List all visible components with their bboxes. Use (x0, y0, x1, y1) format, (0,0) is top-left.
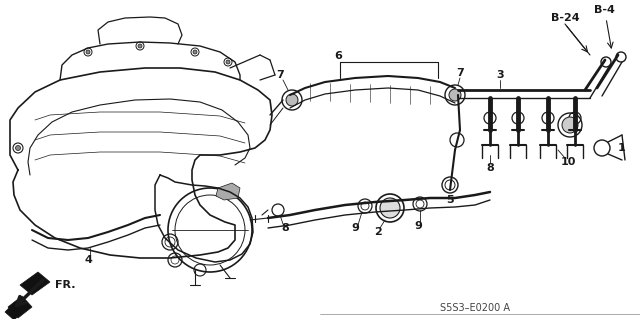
Text: 4: 4 (84, 255, 92, 265)
Text: 6: 6 (334, 51, 342, 61)
Circle shape (562, 117, 578, 133)
Circle shape (138, 44, 142, 48)
Text: 8: 8 (486, 163, 494, 173)
Circle shape (380, 198, 400, 218)
Text: 8: 8 (281, 223, 289, 233)
Polygon shape (5, 302, 25, 319)
Circle shape (15, 145, 20, 151)
Circle shape (86, 50, 90, 54)
Text: B-4: B-4 (593, 5, 614, 15)
Polygon shape (20, 272, 50, 295)
Text: 9: 9 (414, 221, 422, 231)
Text: 3: 3 (496, 70, 504, 80)
Polygon shape (216, 183, 240, 200)
Circle shape (449, 89, 461, 101)
Text: 1: 1 (618, 143, 626, 153)
Text: S5S3–E0200 A: S5S3–E0200 A (440, 303, 510, 313)
Circle shape (193, 50, 197, 54)
Text: 10: 10 (560, 157, 576, 167)
Circle shape (226, 60, 230, 64)
Text: 7: 7 (276, 70, 284, 80)
Text: 9: 9 (351, 223, 359, 233)
Text: 2: 2 (374, 227, 382, 237)
Text: 5: 5 (446, 195, 454, 205)
Circle shape (286, 94, 298, 106)
Polygon shape (8, 296, 32, 318)
Text: 7: 7 (456, 68, 464, 78)
Text: FR.: FR. (55, 280, 76, 290)
Text: B-24: B-24 (550, 13, 579, 23)
